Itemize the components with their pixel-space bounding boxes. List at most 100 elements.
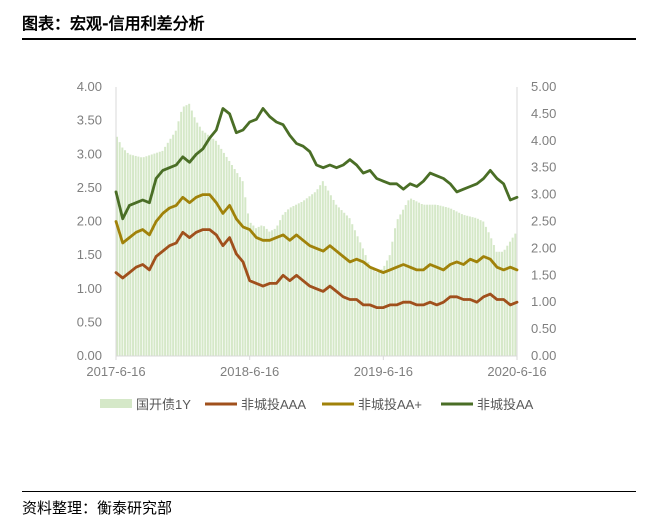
y-right-tick-label: 2.50 [531, 214, 556, 229]
bar-cdb-1y [471, 217, 474, 356]
bar-cdb-1y [182, 106, 185, 356]
bar-cdb-1y [428, 204, 431, 356]
bar-cdb-1y [463, 215, 466, 356]
bar-cdb-1y [476, 218, 479, 356]
bar-cdb-1y [511, 237, 514, 356]
credit-spread-chart: 0.00 0.50 1.00 1.50 2.00 2.50 3.00 3.50 4.00 0.00… [77, 79, 557, 412]
bar-cdb-1y [375, 271, 378, 356]
bar-cdb-1y [410, 198, 413, 356]
bar-cdb-1y [132, 155, 135, 356]
bar-cdb-1y [233, 169, 236, 356]
line-non-lgfv-aa [114, 107, 519, 221]
title-divider [22, 38, 636, 40]
bar-cdb-1y [479, 220, 482, 356]
page-title: 图表：宏观-信用利差分析 [22, 14, 205, 33]
bar-cdb-1y [396, 219, 399, 356]
legend-non-lgfv-aa-plus: 非城投AA+ [358, 397, 422, 412]
bar-cdb-1y [313, 192, 316, 356]
bar-cdb-1y [257, 226, 260, 356]
bar-cdb-1y [329, 195, 332, 356]
bar-cdb-1y [442, 206, 445, 356]
bar-cdb-1y [209, 136, 212, 356]
y-left-tick-label: 0.00 [77, 348, 102, 363]
bar-cdb-1y [367, 261, 370, 356]
bar-cdb-1y [252, 225, 255, 356]
bar-cdb-1y [436, 205, 439, 356]
y-right-tick-label: 3.50 [531, 160, 556, 175]
bar-cdb-1y [265, 228, 268, 356]
bar-cdb-1y [129, 154, 132, 356]
bar-cdb-1y [492, 245, 495, 356]
bar-cdb-1y [271, 230, 274, 356]
bar-cdb-1y [431, 204, 434, 356]
y-right-tick-label: 0.00 [531, 348, 556, 363]
bar-cdb-1y [150, 154, 153, 356]
bar-cdb-1y [140, 157, 143, 356]
bar-cdb-1y [190, 110, 193, 356]
bar-cdb-1y [434, 204, 437, 356]
bar-cdb-1y [324, 185, 327, 356]
bar-cdb-1y [359, 242, 362, 356]
y-right-tick-label: 3.00 [531, 187, 556, 202]
bar-cdb-1y [391, 241, 394, 356]
bar-cdb-1y [332, 199, 335, 356]
bar-cdb-1y [351, 224, 354, 356]
bar-cdb-1y [490, 238, 493, 356]
x-tick-label: 2020-6-16 [487, 364, 546, 379]
bar-cdb-1y [214, 140, 217, 356]
bar-cdb-1y [126, 152, 129, 356]
bar-cdb-1y [361, 248, 364, 356]
bar-cdb-1y [118, 142, 121, 356]
bar-cdb-1y [204, 132, 207, 356]
bar-cdb-1y [164, 146, 167, 356]
bar-cdb-1y [268, 231, 271, 356]
bar-cdb-1y [495, 251, 498, 356]
bar-cdb-1y [273, 228, 276, 356]
bar-cdb-1y [444, 207, 447, 356]
bar-cdb-1y [340, 210, 343, 356]
bar-cdb-1y [348, 218, 351, 356]
chart-legend: 国开债1Y 非城投AAA 非城投AA+ 非城投AA [100, 397, 534, 412]
x-tick-label: 2019-6-16 [354, 364, 413, 379]
bar-cdb-1y [345, 215, 348, 356]
bar-cdb-1y [308, 196, 311, 356]
x-tick-label: 2017-6-16 [86, 364, 145, 379]
bar-cdb-1y [316, 189, 319, 356]
bar-cdb-1y [116, 136, 118, 356]
bar-cdb-1y [279, 220, 282, 356]
bar-cdb-1y [281, 214, 284, 356]
bar-cdb-1y [498, 251, 501, 356]
y-right-tick-label: 2.00 [531, 240, 556, 255]
legend-swatch [100, 399, 132, 408]
bar-cdb-1y [439, 205, 442, 356]
bar-cdb-1y [236, 173, 239, 356]
bar-cdb-1y [337, 207, 340, 356]
bar-cdb-1y [263, 226, 266, 356]
bar-cdb-1y [503, 249, 506, 356]
bar-cdb-1y [321, 181, 324, 356]
bar-cdb-1y [450, 208, 453, 356]
source-note: 资料整理：衡泰研究部 [22, 499, 173, 517]
bar-cdb-1y [166, 142, 169, 356]
bar-cdb-1y [452, 210, 455, 356]
bar-cdb-1y [249, 222, 252, 356]
bar-cdb-1y [372, 269, 375, 356]
bar-cdb-1y [356, 236, 359, 356]
legend-non-lgfv-aaa: 非城投AAA [241, 397, 306, 412]
bar-cdb-1y [369, 266, 372, 356]
bar-cdb-1y [238, 177, 241, 356]
bar-cdb-1y [402, 209, 405, 356]
bar-cdb-1y [276, 225, 279, 356]
bar-cdb-1y [295, 204, 298, 356]
bar-cdb-1y [426, 204, 429, 356]
bar-cdb-1y [287, 209, 290, 356]
bar-cdb-1y [343, 212, 346, 356]
bar-cdb-1y [222, 152, 225, 356]
bar-cdb-1y [303, 200, 306, 356]
bar-cdb-1y [335, 204, 338, 356]
bar-cdb-1y [500, 251, 503, 356]
y-left-tick-label: 1.00 [77, 281, 102, 296]
bar-cdb-1y [474, 217, 477, 356]
y-left-tick-label: 4.00 [77, 79, 102, 94]
bar-cdb-1y [241, 181, 244, 356]
